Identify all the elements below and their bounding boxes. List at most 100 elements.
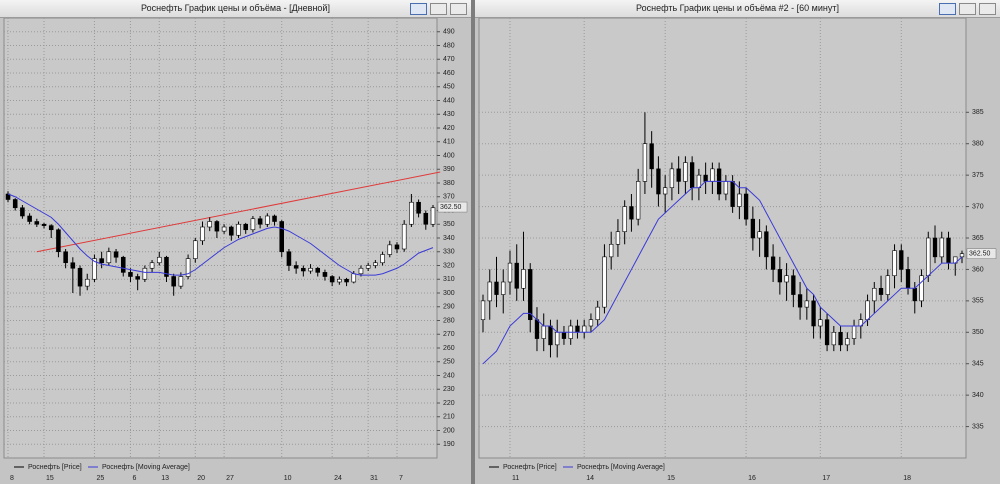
- candle-body: [92, 258, 97, 280]
- candle-body: [939, 237, 944, 258]
- minimize-button[interactable]: [430, 3, 447, 15]
- candle-body: [804, 300, 809, 308]
- close-button[interactable]: [979, 3, 996, 15]
- candle-body: [430, 207, 436, 225]
- candle-body: [636, 181, 641, 220]
- title-bar[interactable]: Роснефть График цены и объёма - [Дневной…: [0, 0, 471, 18]
- pin-button[interactable]: [939, 3, 956, 15]
- y-tick-label: 310: [443, 276, 455, 283]
- y-tick-label: 350: [972, 329, 984, 336]
- candle-body: [178, 276, 184, 287]
- y-tick-label: 440: [443, 97, 455, 104]
- candle-body: [676, 168, 681, 182]
- candle-body: [135, 276, 140, 280]
- candle-body: [128, 272, 133, 277]
- y-tick-label: 230: [443, 386, 455, 393]
- candle-body: [521, 269, 526, 289]
- last-price-box: [437, 201, 468, 213]
- candle-body: [229, 226, 234, 236]
- legend-label: Роснефть [Moving Average]: [102, 464, 190, 471]
- candle-body: [480, 300, 486, 321]
- candle-body: [358, 267, 364, 275]
- candle-body: [548, 325, 553, 346]
- x-tick-label: 20: [197, 475, 205, 482]
- candle-body: [12, 199, 18, 209]
- chart-window[interactable]: Роснефть График цены и объёма #2 - [60 м…: [475, 0, 1000, 484]
- candle-body: [373, 262, 378, 266]
- candle-body: [845, 338, 850, 346]
- candle-body: [629, 206, 634, 220]
- candle-body: [351, 273, 357, 283]
- candle-body: [737, 193, 742, 207]
- y-tick-label: 420: [443, 125, 455, 132]
- x-tick-label: 27: [226, 475, 234, 482]
- candle-body: [514, 262, 519, 289]
- chart-window[interactable]: Роснефть График цены и объёма - [Дневной…: [0, 0, 471, 484]
- y-tick-label: 240: [443, 372, 455, 379]
- candle-body: [185, 258, 191, 277]
- candle-body: [595, 306, 600, 321]
- candle-body: [409, 201, 414, 225]
- pin-button[interactable]: [410, 3, 427, 15]
- x-tick-label: 7: [399, 475, 403, 482]
- title-bar[interactable]: Роснефть График цены и объёма #2 - [60 м…: [475, 0, 1000, 18]
- moving-average-line: [7, 193, 434, 276]
- x-tick-label: 25: [96, 475, 104, 482]
- last-price-box: [966, 248, 997, 259]
- minimize-button[interactable]: [959, 3, 976, 15]
- candle-body: [770, 256, 776, 270]
- candle-body: [171, 276, 176, 287]
- y-tick-label: 340: [972, 392, 984, 399]
- x-tick-label: 15: [46, 475, 54, 482]
- candle-body: [27, 215, 32, 222]
- candle-body: [365, 265, 371, 269]
- x-tick-label: 15: [667, 475, 675, 482]
- candle-body: [649, 143, 654, 170]
- y-tick-label: 340: [443, 235, 455, 242]
- y-tick-label: 450: [443, 84, 455, 91]
- candle-body: [831, 331, 836, 346]
- y-tick-label: 335: [972, 423, 984, 430]
- y-tick-label: 430: [443, 111, 455, 118]
- candle-body: [156, 256, 162, 264]
- candle-body: [838, 331, 843, 346]
- candle-body: [865, 300, 870, 321]
- candle-body: [487, 281, 492, 302]
- y-tick-label: 370: [972, 203, 984, 210]
- candle-body: [528, 269, 533, 321]
- y-tick-label: 290: [443, 304, 455, 311]
- candle-body: [851, 325, 857, 339]
- candle-body: [764, 231, 769, 258]
- candle-body: [77, 267, 83, 287]
- candle-body: [656, 168, 661, 195]
- candle-body: [750, 218, 756, 239]
- candle-body: [642, 143, 648, 182]
- x-tick-label: 8: [10, 475, 14, 482]
- candle-body: [200, 226, 205, 242]
- candle-body: [106, 251, 112, 264]
- candle-body: [380, 254, 385, 264]
- candle-body: [757, 231, 762, 239]
- close-button[interactable]: [450, 3, 467, 15]
- candle-body: [193, 240, 198, 259]
- y-tick-label: 190: [443, 441, 455, 448]
- candle-body: [824, 319, 830, 346]
- y-tick-label: 330: [443, 249, 455, 256]
- y-tick-label: 355: [972, 298, 984, 305]
- x-tick-label: 24: [334, 475, 342, 482]
- x-tick-label: 31: [370, 475, 378, 482]
- y-tick-label: 200: [443, 427, 455, 434]
- candle-body: [286, 251, 292, 266]
- candle-body: [344, 278, 349, 283]
- legend-label: Роснефть [Price]: [28, 464, 82, 471]
- candle-body: [84, 278, 90, 287]
- candle-body: [878, 287, 884, 295]
- y-tick-label: 470: [443, 56, 455, 63]
- y-tick-label: 300: [443, 290, 455, 297]
- y-tick-label: 280: [443, 317, 455, 324]
- candle-body: [41, 223, 47, 226]
- candle-body: [555, 331, 560, 346]
- x-tick-label: 6: [132, 475, 136, 482]
- moving-average-line: [482, 180, 963, 365]
- candle-body: [905, 269, 911, 289]
